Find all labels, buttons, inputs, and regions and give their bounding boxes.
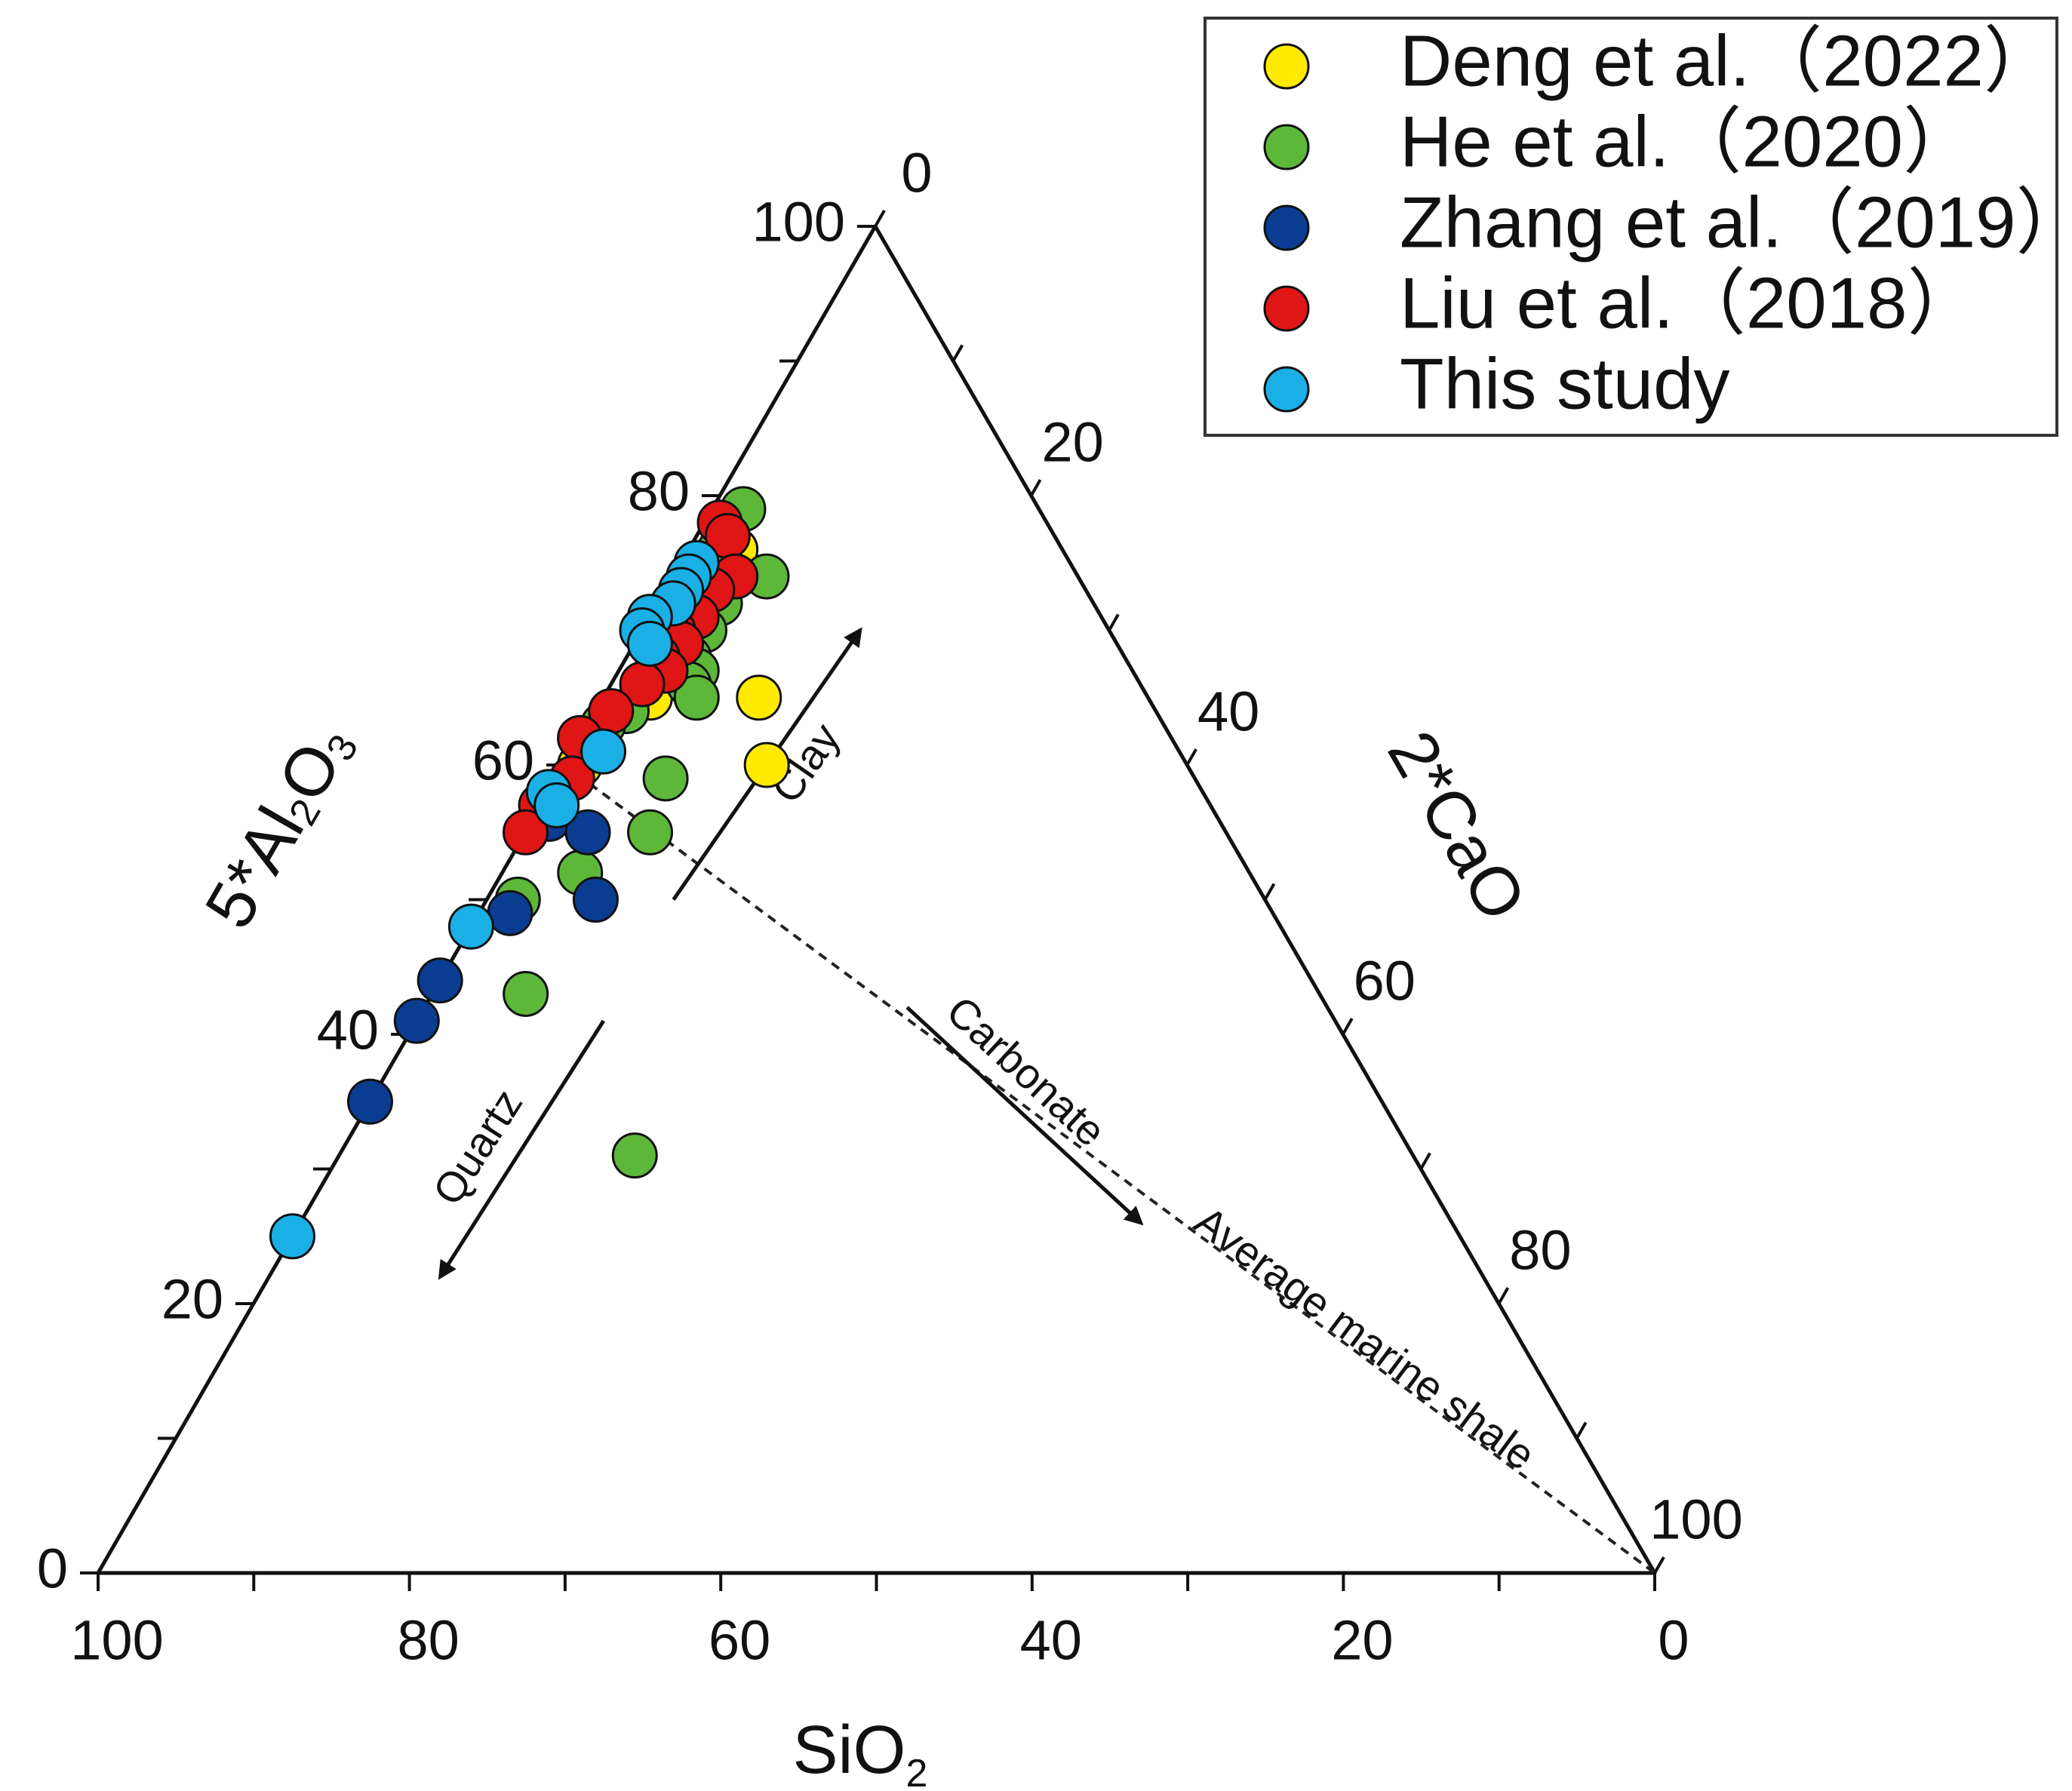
tick-cao (1421, 1154, 1430, 1169)
legend-label-deng: Deng et al.（2022） (1400, 20, 2056, 101)
axis-title-cao: 2*CaO (1373, 719, 1541, 933)
average-marine-shale-label: Average marine shale (1186, 1197, 1544, 1479)
point-this-study (628, 622, 672, 665)
tick-label-cao: 80 (1509, 1219, 1571, 1282)
tick-label-al2o3: 40 (317, 999, 379, 1061)
point-this-study (582, 730, 626, 773)
legend-marker-liu (1265, 287, 1308, 330)
point-zhang (395, 999, 438, 1043)
tick-label-al2o3: 80 (628, 460, 690, 523)
tick-label-sio2: 40 (1020, 1609, 1082, 1672)
tick-label-al2o3: 60 (472, 730, 534, 792)
tick-label-sio2: 80 (397, 1609, 459, 1672)
tick-label-sio2: 100 (70, 1609, 163, 1672)
legend-label-zhang: Zhang et al.（2019） (1400, 182, 2072, 263)
point-he (613, 1134, 656, 1178)
legend-label-he: He et al.（2020） (1400, 101, 1975, 182)
point-this-study (449, 905, 493, 948)
tick-label-al2o3: 20 (161, 1268, 223, 1331)
point-zhang (488, 891, 532, 935)
point-zhang (573, 878, 617, 922)
axis-title-al2o3: 5*Al2O3 (191, 711, 367, 941)
tick-label-cao: 100 (1649, 1488, 1742, 1551)
legend-marker-he (1265, 125, 1308, 169)
arrow-label-quartz: Quartz (423, 1080, 531, 1213)
legend-label-this-study: This study (1400, 343, 1729, 424)
tick-cao (1031, 480, 1041, 496)
point-he (504, 972, 548, 1015)
point-deng (737, 676, 781, 720)
tick-cao (1109, 615, 1118, 631)
tick-label-cao: 40 (1197, 680, 1259, 743)
legend-marker-this-study (1265, 367, 1308, 411)
arrow-label-carbonate: Carbonate (938, 987, 1115, 1156)
point-zhang (418, 959, 462, 1003)
tick-cao (1577, 1423, 1586, 1439)
tick-cao (1343, 1018, 1352, 1034)
tick-label-cao: 20 (1041, 411, 1103, 474)
point-zhang (349, 1080, 392, 1123)
tick-cao (875, 210, 884, 226)
point-this-study (535, 784, 579, 828)
point-deng (745, 743, 789, 787)
point-this-study (271, 1215, 315, 1258)
point-he (629, 810, 672, 854)
tick-cao (1499, 1288, 1508, 1304)
tick-cao (953, 346, 962, 361)
tick-label-cao: 0 (901, 142, 932, 204)
axis-title-sio2: SiO2 (793, 1713, 928, 1791)
legend-marker-zhang (1265, 206, 1308, 250)
point-he (644, 757, 687, 800)
tick-label-sio2: 20 (1331, 1609, 1393, 1672)
ternary-chart: 020406080100020406080100100 80 60 40 20 0 Cla… (0, 0, 2072, 1791)
legend: Deng et al.（2022） He et al.（2020） Zhang … (1205, 18, 2072, 435)
tick-cao (1187, 749, 1196, 765)
legend-label-liu: Liu et al.（2018） (1400, 263, 1979, 343)
legend-marker-deng (1265, 45, 1308, 88)
tick-cao (1265, 884, 1274, 900)
tick-label-al2o3: 0 (37, 1538, 68, 1600)
tick-label-al2o3: 100 (752, 191, 845, 253)
tick-cao (1655, 1557, 1664, 1573)
tick-label-sio2: 0 (1658, 1609, 1689, 1672)
tick-label-sio2: 60 (709, 1609, 770, 1672)
tick-label-cao: 60 (1354, 950, 1416, 1012)
